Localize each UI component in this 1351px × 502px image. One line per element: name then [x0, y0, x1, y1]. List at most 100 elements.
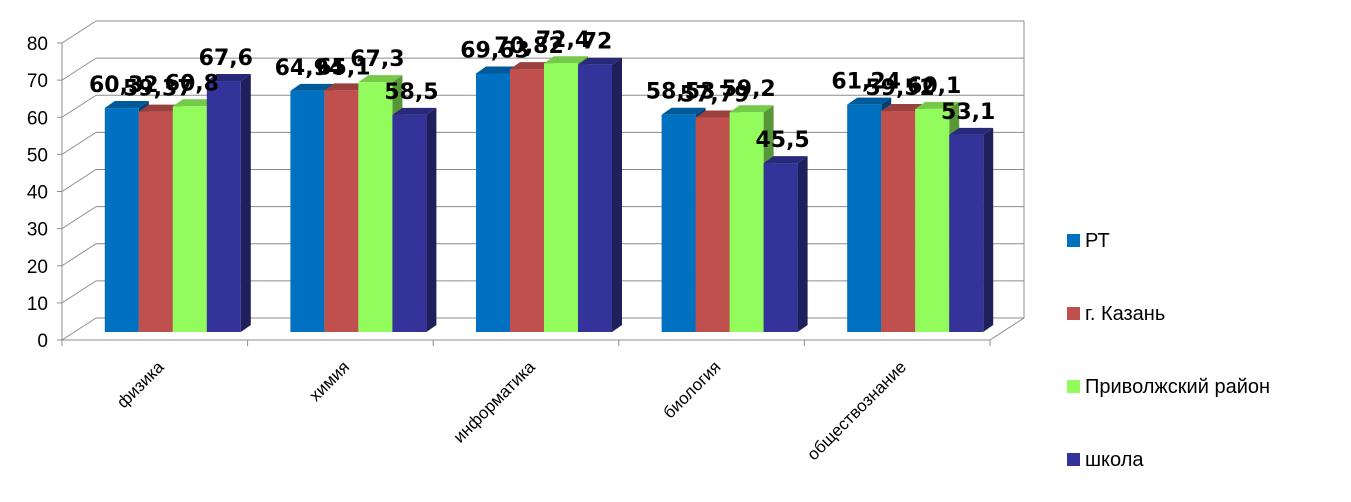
bar-top: [206, 74, 251, 82]
bar-front: [138, 111, 173, 333]
y-tick-label: 0: [37, 331, 48, 352]
x-tick-label: физика: [113, 357, 168, 412]
legend: РТ г. Казань Приволжский район школа: [1067, 230, 1270, 471]
gridline-side: [61, 94, 97, 118]
gridline-side: [61, 280, 97, 304]
x-tick-label: информатика: [450, 357, 540, 447]
bar-side: [797, 156, 808, 332]
data-label: 53,1: [941, 100, 995, 125]
gridline-side: [61, 169, 97, 192]
data-label: 59,37: [123, 77, 193, 102]
bar-top: [172, 99, 217, 107]
y-tick-label: 50: [27, 145, 48, 166]
y-tick-label: 30: [27, 220, 48, 241]
gridline-side: [61, 57, 97, 81]
x-tick-label: биология: [660, 357, 725, 422]
bar-top: [290, 83, 335, 91]
data-label: 59,52: [865, 76, 935, 101]
legend-label: г. Казань: [1085, 303, 1165, 325]
data-label: 45,5: [755, 128, 809, 153]
data-label: 60,1: [907, 74, 961, 99]
bar-top: [881, 104, 926, 112]
data-label: 57,79: [680, 82, 750, 107]
data-label: 72,4: [536, 28, 590, 53]
bar-front: [578, 64, 612, 332]
data-label: 59,2: [721, 77, 775, 102]
bar-front: [358, 82, 393, 333]
floor-edge: [989, 317, 1025, 341]
bar-side: [983, 127, 994, 333]
x-tick-label: обществознание: [803, 357, 910, 464]
legend-swatch: [1067, 453, 1080, 466]
bar-top: [847, 97, 892, 105]
y-tick-label: 60: [27, 108, 48, 129]
bar-top: [915, 101, 960, 109]
bar-top: [358, 75, 403, 83]
bar-front: [476, 73, 510, 332]
bar-top: [729, 105, 774, 113]
data-label: 60,8: [165, 71, 219, 96]
legend-swatch: [1067, 380, 1080, 393]
bar-front: [729, 112, 764, 332]
bar-top: [476, 66, 520, 74]
bar-front: [510, 69, 544, 332]
bar: [578, 57, 622, 332]
bar-side: [240, 74, 251, 332]
bar-top: [104, 101, 149, 109]
bar-top: [695, 110, 740, 118]
data-label: 67,6: [199, 46, 253, 71]
data-label: 58,5: [384, 80, 438, 105]
legend-label: РТ: [1085, 230, 1110, 252]
legend-label: школа: [1085, 449, 1144, 471]
bar-front: [206, 81, 241, 332]
gridline-side: [61, 131, 97, 155]
bar-side: [612, 57, 622, 332]
gridline-side: [61, 317, 97, 341]
bar: [763, 156, 808, 332]
bar-front: [661, 114, 696, 333]
bar-front: [104, 108, 139, 332]
legend-swatch: [1067, 234, 1080, 247]
bar-front: [290, 90, 325, 332]
gridline-side: [61, 243, 97, 267]
bar-front: [324, 90, 359, 332]
data-label: 61,24: [831, 70, 901, 95]
bar-front: [847, 104, 882, 332]
bar-top: [324, 83, 369, 91]
data-label: 64,94: [275, 56, 345, 81]
bar-front: [695, 117, 730, 333]
bar-top: [578, 57, 622, 65]
bar-front: [544, 63, 578, 333]
data-label: 72: [582, 30, 613, 55]
y-tick-label: 80: [27, 34, 48, 55]
data-label: 60,32: [89, 73, 159, 98]
y-tick-label: 20: [27, 257, 48, 278]
bar: [206, 74, 251, 332]
bar-top: [510, 62, 554, 70]
y-tick-label: 40: [27, 183, 48, 204]
data-label: 70,82: [494, 34, 564, 59]
bar-top: [138, 104, 183, 112]
bar-top: [661, 107, 706, 115]
data-label: 69,63: [460, 38, 530, 63]
bar-top: [392, 107, 437, 115]
bar-front: [763, 163, 798, 332]
bars: [104, 56, 994, 333]
legend-swatch: [1067, 307, 1080, 320]
bar-front: [881, 111, 916, 332]
bar-front: [172, 106, 207, 332]
bar-top: [949, 127, 994, 135]
data-label: 58,53: [646, 80, 716, 105]
bar-side: [426, 107, 437, 332]
legend-label: Приволжский район: [1085, 376, 1270, 398]
bar-top: [544, 56, 588, 64]
data-label: 65,1: [316, 55, 370, 80]
bar: [392, 107, 437, 332]
y-tick-label: 10: [27, 294, 48, 315]
bar-front: [392, 114, 427, 332]
bar-top: [763, 156, 808, 164]
gridline-side: [61, 20, 97, 44]
bar: [949, 127, 994, 333]
